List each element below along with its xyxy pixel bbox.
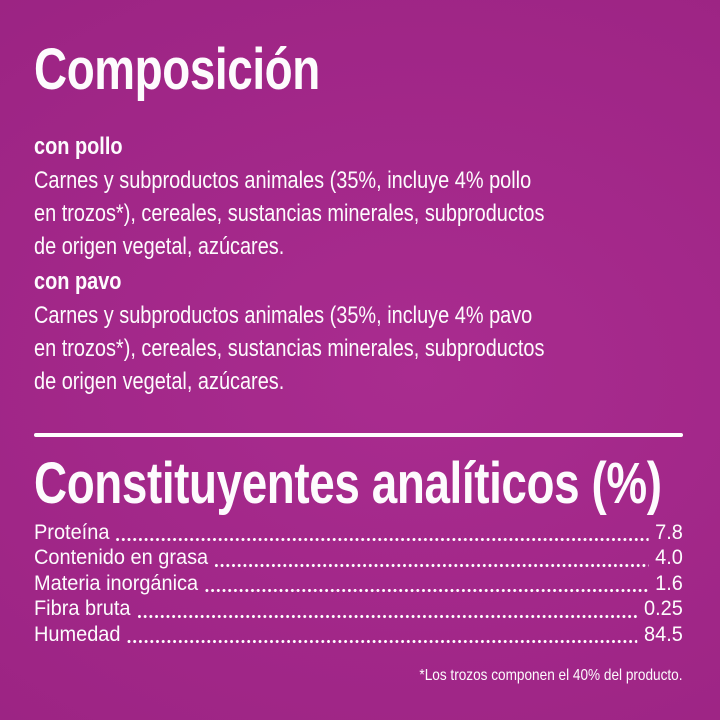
row-label-fibra-bruta: Fibra bruta (34, 597, 131, 621)
row-value-fibra-bruta: 0.25 (644, 597, 683, 621)
table-row: Humedad 84.5 (34, 623, 683, 648)
dot-leader (214, 562, 649, 568)
ingredients-pollo: Carnes y subproductos animales (35%, inc… (34, 164, 544, 263)
row-value-materia-inorganica: 1.6 (655, 571, 683, 595)
ingredients-pollo-line-2: en trozos*), cereales, sustancias minera… (34, 200, 545, 227)
row-value-proteina: 7.8 (655, 521, 683, 544)
dot-leader (204, 588, 649, 594)
ingredients-pollo-line-3: de origen vegetal, azúcares. (34, 233, 285, 260)
row-label-proteina: Proteína (34, 521, 110, 544)
table-row: Materia inorgánica 1.6 (34, 572, 683, 597)
dot-leader (116, 537, 649, 543)
dot-leader (127, 638, 638, 644)
table-row: Fibra bruta 0.25 (34, 597, 683, 622)
ingredients-pavo-line-3: de origen vegetal, azúcares. (34, 368, 285, 395)
composition-title: Composición (34, 37, 320, 102)
row-value-humedad: 84.5 (644, 622, 683, 646)
row-label-materia-inorganica: Materia inorgánica (34, 571, 199, 595)
section-divider (34, 433, 683, 437)
table-row: Contenido en grasa 4.0 (34, 546, 683, 571)
chunks-footnote: *Los trozos componen el 40% del producto… (419, 667, 683, 684)
variant-heading-pollo: con pollo (34, 133, 123, 160)
analytical-constituents-title: Constituyentes analíticos (%) (34, 451, 662, 516)
dot-leader (137, 613, 638, 619)
row-label-contenido-en-grasa: Contenido en grasa (34, 546, 209, 570)
row-value-contenido-en-grasa: 4.0 (655, 546, 683, 570)
table-row: Proteína 7.8 (34, 521, 683, 546)
ingredients-pavo-line-1: Carnes y subproductos animales (35%, inc… (34, 302, 533, 329)
analytical-constituents-table: Proteína 7.8 Contenido en grasa 4.0 Mate… (34, 521, 683, 648)
ingredients-pavo-line-2: en trozos*), cereales, sustancias minera… (34, 335, 545, 362)
row-label-humedad: Humedad (34, 622, 121, 646)
ingredients-pollo-line-1: Carnes y subproductos animales (35%, inc… (34, 167, 532, 194)
variant-heading-pavo: con pavo (34, 268, 122, 295)
ingredients-pavo: Carnes y subproductos animales (35%, inc… (34, 299, 544, 398)
